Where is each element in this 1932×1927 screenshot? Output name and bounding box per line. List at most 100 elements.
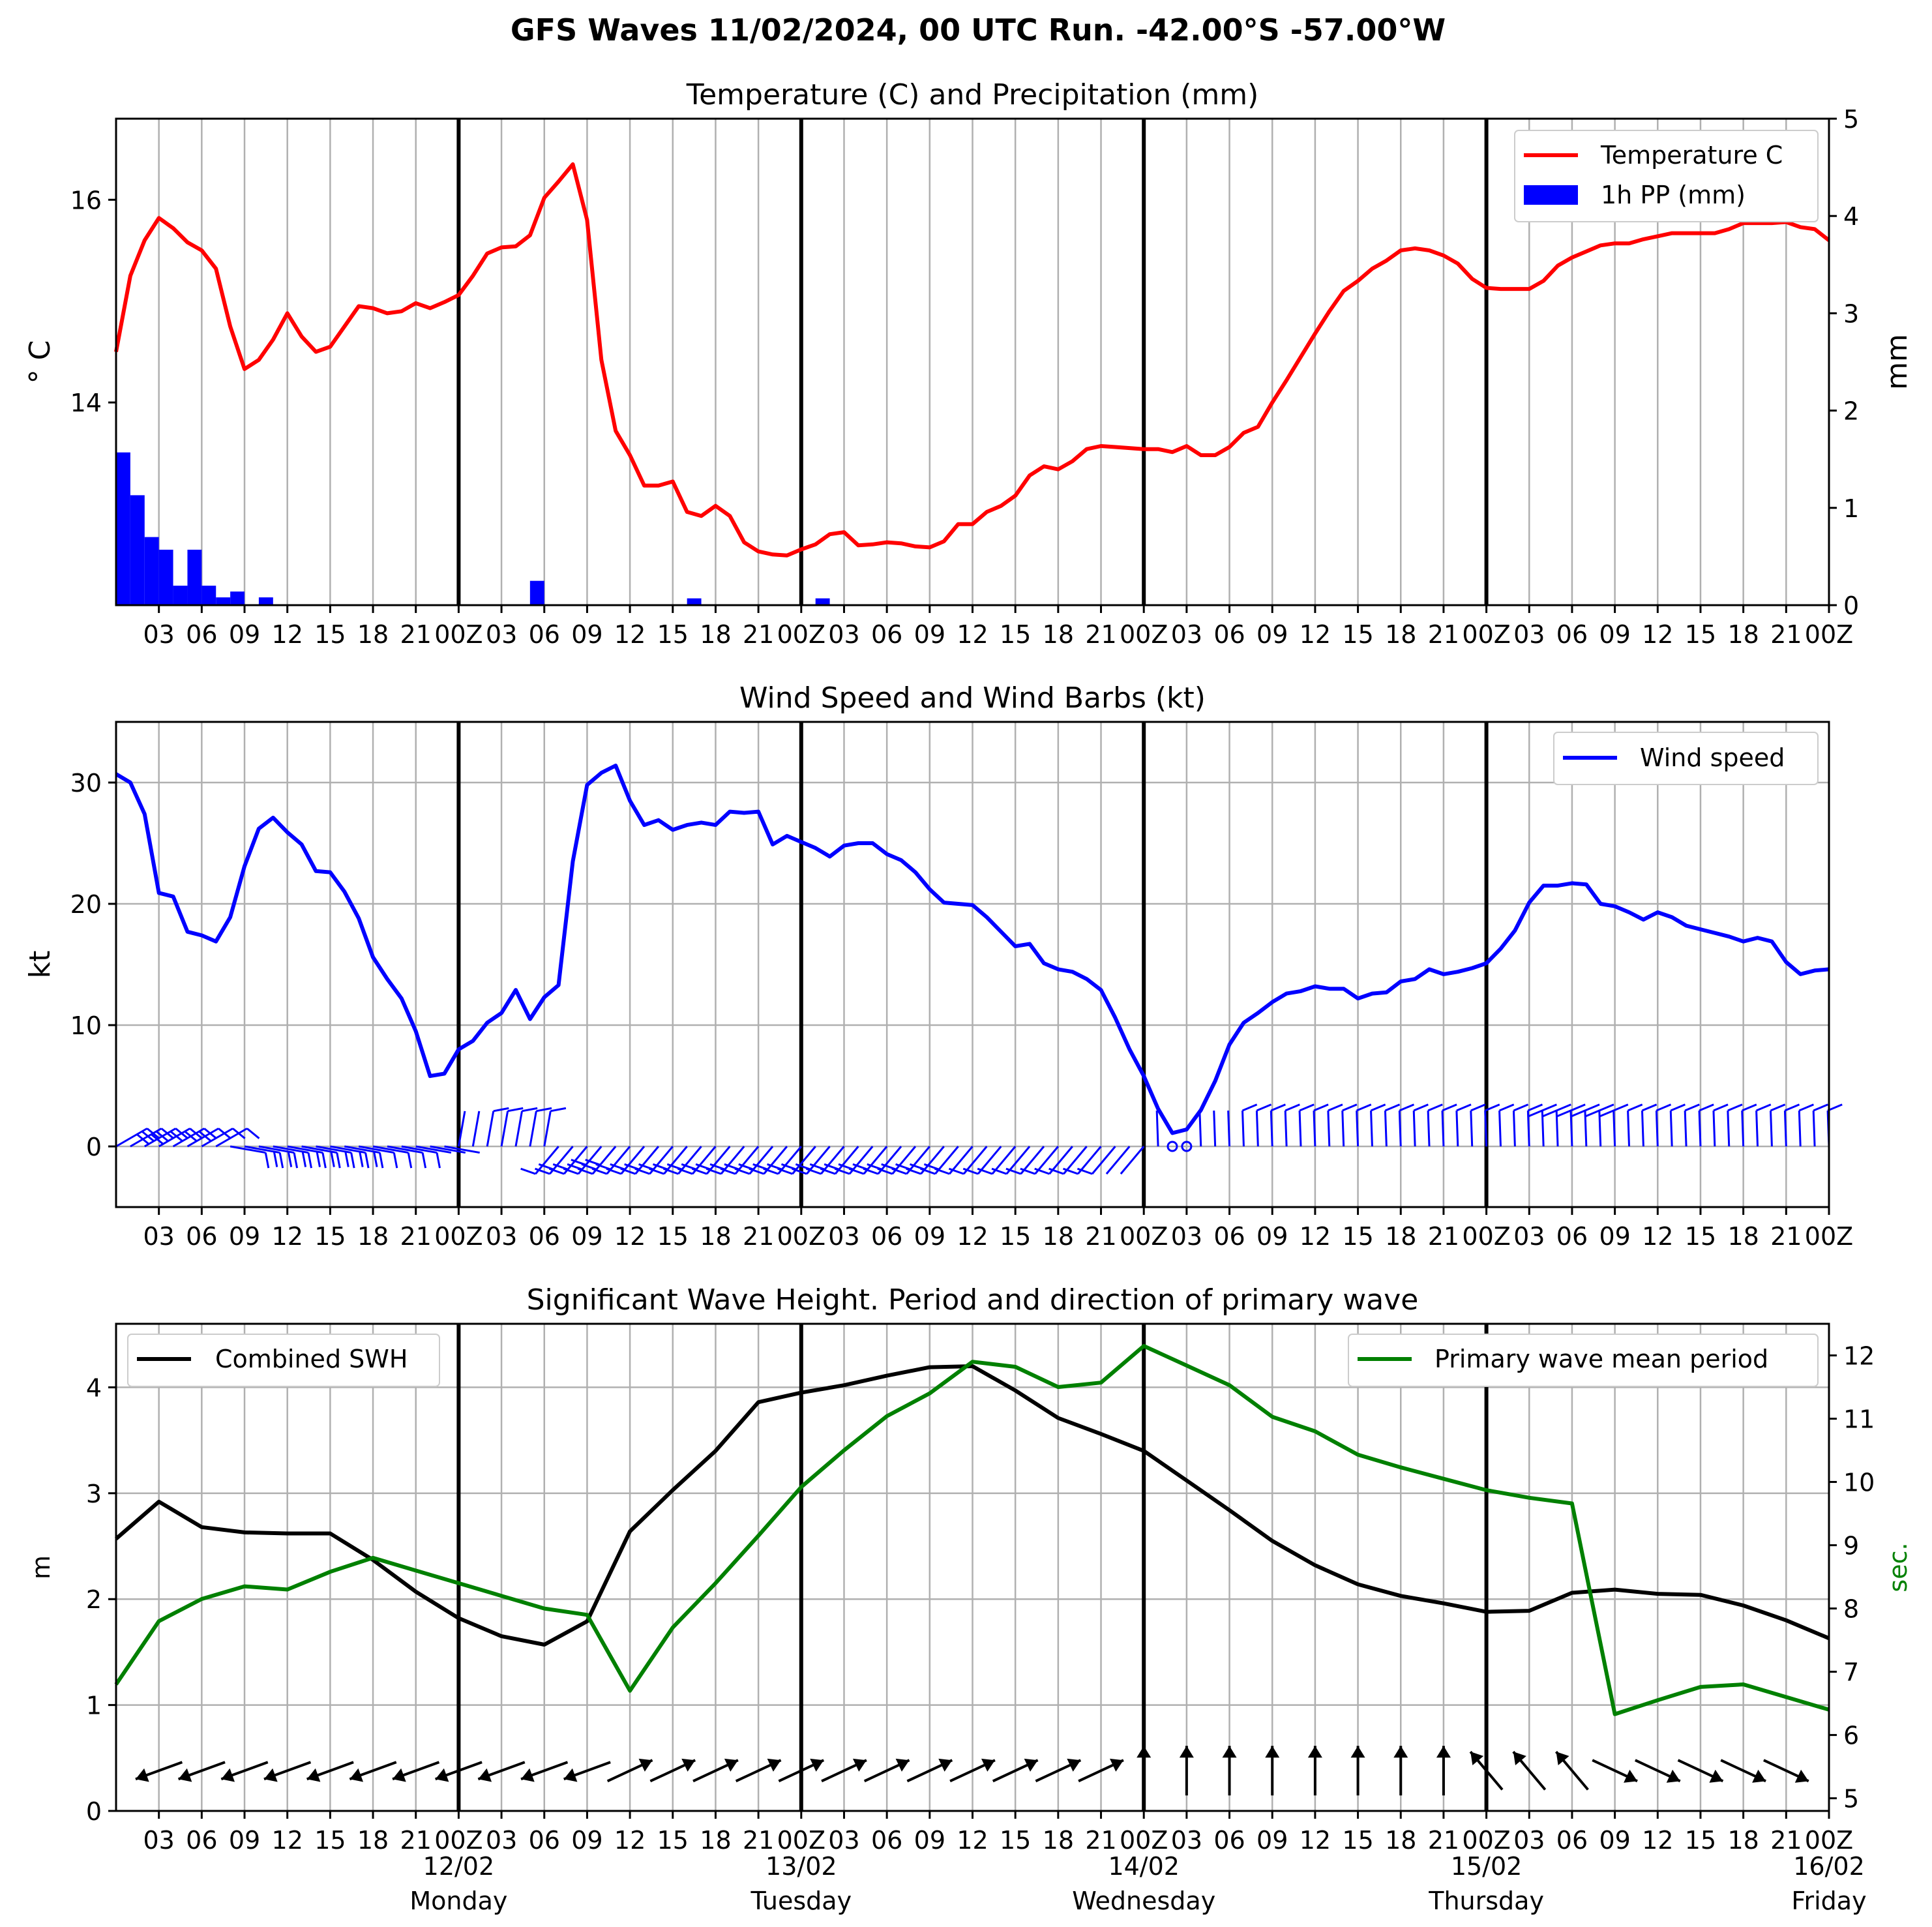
y2-tick-label: 3 [1843,299,1859,328]
x-tick-label: 21 [1428,1222,1459,1251]
x-tick-label: 09 [229,1222,260,1251]
wind-barb-feather [1684,1103,1700,1112]
wave-direction-arrowhead [1179,1746,1194,1758]
wave-direction-arrowhead [938,1758,953,1772]
wave-direction-arrowhead [1709,1769,1723,1783]
wind-barb-feather [777,1167,793,1175]
wind-barb [1783,1110,1787,1147]
x-tick-label: 18 [1385,620,1416,649]
x-tick-label: 00Z [434,1222,483,1251]
wave-direction-arrowhead [681,1758,696,1772]
wind-barb-feather [1556,1109,1572,1118]
wind-barb-feather [321,1152,327,1169]
precip-bar [529,580,544,605]
wave-direction-arrowhead [767,1758,781,1772]
y2-tick-label: 7 [1843,1658,1859,1687]
legend-entry: 1h PP (mm) [1601,181,1746,209]
x-tick-label: 18 [1043,1826,1074,1855]
wind-barb [1341,1110,1345,1147]
wind-barb [529,1111,537,1147]
x-tick-label: 12 [957,1826,988,1855]
wind-barb-feather [663,1167,679,1175]
x-tick-label: 18 [1727,1826,1759,1855]
wind-barb-feather [934,1167,950,1175]
legend: Temperature C 1h PP (mm) [1514,130,1819,222]
y2-tick-label: 5 [1843,105,1859,134]
wind-barb-feather [848,1167,865,1175]
wind-barb [316,1145,351,1154]
y-axis-label: m [27,1555,55,1579]
wind-barb [1255,1110,1259,1147]
wind-barb-feather [991,1167,1007,1175]
wind-barb-feather [1813,1103,1828,1112]
wave-direction-arrowhead [810,1758,824,1772]
wind-barb-feather [330,1151,335,1167]
x-tick-label: 15 [1342,620,1373,649]
x-tick-label: 15 [1685,1826,1716,1855]
x-tick-label: 03 [1513,1222,1545,1251]
wind-barb [1484,1110,1488,1147]
wind-barb-feather [301,1151,307,1167]
wind-barb-feather [977,1167,993,1175]
wave-direction-arrowhead [1222,1746,1237,1758]
wave-direction-arrowhead [1556,1752,1569,1766]
wind-barb-feather [691,1167,707,1175]
x-tick-label: 03 [143,620,174,649]
wind-barb [358,1145,394,1154]
wind-barb-feather [1656,1103,1672,1112]
wind-barb-feather [1527,1103,1543,1112]
wind-barb [1541,1110,1545,1147]
precip-bar [201,586,216,605]
wave-panel: Significant Wave Height. Period and dire… [27,1283,1912,1915]
wave-direction-arrowhead [1752,1769,1766,1783]
series-line [114,1344,1830,1716]
wind-barb [1155,1110,1159,1147]
day-date-label: 13/02 [765,1852,837,1881]
wind-barb-feather [1299,1103,1315,1112]
x-tick-label: 03 [828,1222,859,1251]
wave-direction-arrowhead [1513,1752,1526,1766]
series-line [114,162,1830,558]
y-tick-label: 3 [86,1480,102,1508]
x-tick-label: 18 [1385,1222,1416,1251]
wave-direction-arrowhead [1350,1746,1365,1758]
x-tick-label: 09 [571,1826,602,1855]
x-tick-label: 03 [828,620,859,649]
wind-barb-feather [1599,1103,1614,1112]
precip-bar [116,452,130,605]
wave-direction-arrowhead [1024,1758,1038,1772]
wind-barb-feather [535,1167,550,1175]
x-tick-label: 12 [1642,1222,1673,1251]
x-tick-label: 15 [657,1826,689,1855]
wind-barb-feather [1641,1103,1657,1112]
wind-barb [1384,1110,1388,1147]
x-tick-label: 09 [1599,1826,1630,1855]
wind-barb-feather [792,1167,807,1175]
wind-barb [273,1145,309,1154]
x-tick-label: 09 [229,620,260,649]
x-tick-label: 03 [828,1826,859,1855]
x-tick-label: 06 [186,1222,217,1251]
x-tick-label: 00Z [1120,1222,1168,1251]
wind-barb [471,1111,481,1147]
x-tick-label: 06 [186,620,217,649]
x-tick-label: 18 [1727,620,1759,649]
wind-barb-feather [891,1167,907,1175]
wind-barb [1167,1141,1178,1152]
wind-barb [1498,1110,1502,1147]
precip-bar [687,598,702,605]
wind-barb [1327,1110,1331,1147]
precip-bar [187,549,202,605]
wind-barb [1241,1110,1245,1147]
wind-barb-feather [1742,1103,1757,1112]
x-tick-label: 12 [1300,1222,1331,1251]
legend-frame [1514,130,1819,222]
y2-tick-label: 8 [1843,1595,1859,1624]
wind-barb [1441,1110,1445,1147]
wind-barb [1755,1110,1759,1147]
wind-barb [1370,1110,1373,1147]
wind-barb [301,1145,338,1154]
wind-barb [130,1128,162,1148]
wind-barb [258,1145,295,1154]
